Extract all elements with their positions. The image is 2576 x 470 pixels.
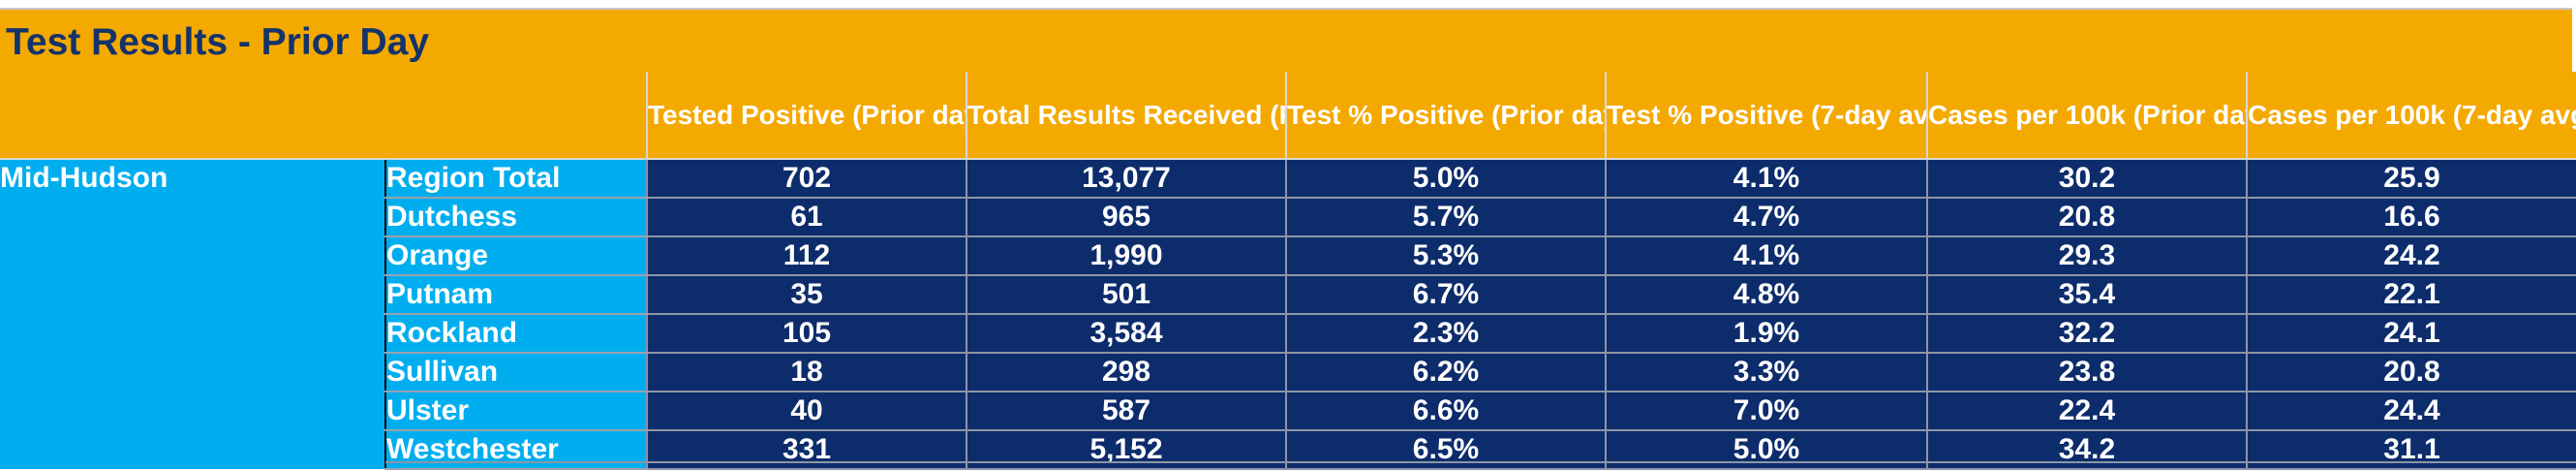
region-name-cell: Mid-Hudson (0, 159, 385, 469)
value-cell: 4.1% (1605, 159, 1927, 199)
value-cell: 5.7% (1285, 198, 1606, 237)
column-header: Test % Positive (Prior day)* (1285, 72, 1606, 160)
value-cell: 23.8 (1926, 353, 2247, 392)
value-cell: 6.6% (1285, 392, 1606, 431)
value-cell: 29.3 (1926, 236, 2247, 276)
value-cell: 587 (966, 392, 1286, 431)
value-cell: 20.8 (2246, 353, 2576, 392)
column-header-row: Tested Positive (Prior day) Total Result… (0, 72, 2576, 160)
table-title: Test Results - Prior Day (6, 21, 430, 63)
value-cell: 6.7% (1285, 275, 1606, 315)
value-cell: 702 (646, 159, 966, 199)
value-cell: 331 (646, 430, 966, 470)
value-cell: 3,584 (966, 314, 1286, 354)
value-cell: 5.0% (1285, 159, 1606, 199)
value-cell: 24.4 (2246, 392, 2576, 431)
value-cell: 6.2% (1285, 353, 1606, 392)
value-cell: 6.5% (1285, 430, 1606, 470)
table-row: Mid-Hudson Region Total 702 13,077 5.0% 4.1% 3… (0, 159, 2576, 469)
value-cell: 1,990 (966, 236, 1286, 276)
county-name-cell: Dutchess (384, 198, 647, 237)
value-cell: 298 (966, 353, 1286, 392)
title-bar: Test Results - Prior Day (0, 8, 2572, 76)
column-header: Tested Positive (Prior day) (646, 72, 966, 160)
value-cell: 501 (966, 275, 1286, 315)
test-results-table: Tested Positive (Prior day) Total Result… (0, 72, 2576, 470)
table-row: Putnam 35 501 6.7% 4.8% 35.4 22.1 (0, 275, 2576, 315)
value-cell: 35 (646, 275, 966, 315)
county-name-cell: Sullivan (384, 353, 647, 392)
value-cell: 24.2 (2246, 236, 2576, 276)
table-body: Mid-Hudson Region Total 702 13,077 5.0% 4.1% 3… (0, 159, 2576, 470)
value-cell: 18 (646, 353, 966, 392)
value-cell: 40 (646, 392, 966, 431)
county-name-cell: Rockland (384, 314, 647, 354)
value-cell: 22.1 (2246, 275, 2576, 315)
value-cell: 3.3% (1605, 353, 1927, 392)
column-header: Test % Positive (7-day avg)* (1605, 72, 1927, 160)
county-name-cell: Ulster (384, 392, 647, 431)
column-header: Total Results Received (Prior day) (966, 72, 1286, 160)
value-cell: 112 (646, 236, 966, 276)
value-cell: 61 (646, 198, 966, 237)
value-cell: 31.1 (2246, 430, 2576, 470)
value-cell: 16.6 (2246, 198, 2576, 237)
value-cell: 25.9 (2246, 159, 2576, 199)
value-cell: 4.1% (1605, 236, 1927, 276)
value-cell: 7.0% (1605, 392, 1927, 431)
county-name-cell: Region Total (384, 159, 647, 199)
value-cell: 20.8 (1926, 198, 2247, 237)
column-header: Cases per 100k (Prior day) (1926, 72, 2247, 160)
value-cell: 35.4 (1926, 275, 2247, 315)
table-row: Sullivan 18 298 6.2% 3.3% 23.8 20.8 (0, 353, 2576, 392)
value-cell: 4.8% (1605, 275, 1927, 315)
value-cell: 5,152 (966, 430, 1286, 470)
value-cell: 32.2 (1926, 314, 2247, 354)
table-row: Westchester 331 5,152 6.5% 5.0% 34.2 31.1 (0, 430, 2576, 470)
value-cell: 13,077 (966, 159, 1286, 199)
value-cell: 2.3% (1285, 314, 1606, 354)
value-cell: 30.2 (1926, 159, 2247, 199)
value-cell: 5.3% (1285, 236, 1606, 276)
value-cell: 22.4 (1926, 392, 2247, 431)
table-row: Orange 112 1,990 5.3% 4.1% 29.3 24.2 (0, 236, 2576, 276)
value-cell: 4.7% (1605, 198, 1927, 237)
county-name-cell: Putnam (384, 275, 647, 315)
value-cell: 1.9% (1605, 314, 1927, 354)
value-cell: 105 (646, 314, 966, 354)
value-cell: 24.1 (2246, 314, 2576, 354)
table-row: Dutchess 61 965 5.7% 4.7% 20.8 16.6 (0, 198, 2576, 237)
column-header: Cases per 100k (7-day avg) (2246, 72, 2576, 160)
value-cell: 965 (966, 198, 1286, 237)
table-row: Ulster 40 587 6.6% 7.0% 22.4 24.4 (0, 392, 2576, 431)
table-row: Rockland 105 3,584 2.3% 1.9% 32.2 24.1 (0, 314, 2576, 354)
table-bottom-border (385, 461, 2576, 463)
value-cell: 34.2 (1926, 430, 2247, 470)
county-name-cell: Westchester (384, 430, 647, 470)
header-blank-cell (0, 72, 647, 160)
value-cell: 5.0% (1605, 430, 1927, 470)
county-name-cell: Orange (384, 236, 647, 276)
